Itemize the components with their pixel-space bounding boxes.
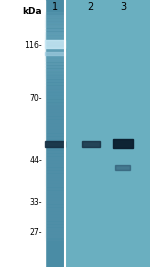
Bar (45, 103, 65, 107)
Bar (45, 151, 65, 155)
Bar (65, 0, 150, 267)
Bar (45, 114, 65, 118)
Bar (45, 46, 65, 50)
Text: kDa: kDa (22, 7, 42, 16)
Bar (0, 0, 45, 267)
Bar (45, 182, 65, 186)
Bar (45, 205, 65, 209)
Bar (45, 88, 65, 93)
Bar (45, 49, 65, 53)
Bar (45, 40, 65, 48)
Bar (45, 230, 65, 235)
Bar (45, 227, 65, 232)
Bar (45, 176, 65, 181)
Bar (113, 139, 133, 148)
Bar (45, 139, 65, 144)
Bar (45, 210, 65, 215)
Bar (45, 74, 65, 78)
Text: 116-: 116- (24, 41, 42, 50)
Bar (45, 40, 65, 44)
Bar (45, 159, 65, 164)
Bar (45, 168, 65, 172)
Bar (45, 69, 65, 73)
Bar (45, 140, 65, 147)
Bar (115, 165, 130, 170)
Bar (45, 174, 65, 178)
Bar (45, 80, 65, 84)
Bar (45, 128, 65, 132)
Text: 44-: 44- (29, 156, 42, 165)
Bar (45, 29, 65, 33)
Bar (45, 71, 65, 76)
Bar (45, 137, 65, 141)
Text: 1: 1 (52, 2, 58, 12)
Bar (45, 20, 65, 25)
Bar (45, 191, 65, 195)
Text: 3: 3 (120, 2, 126, 12)
Bar (45, 171, 65, 175)
Bar (45, 236, 65, 240)
Bar (45, 208, 65, 212)
Bar (45, 17, 65, 22)
Bar (45, 37, 65, 42)
Bar (45, 225, 65, 229)
Bar (45, 94, 65, 98)
Bar (45, 165, 65, 169)
Bar (45, 120, 65, 124)
Bar (45, 108, 65, 113)
Bar (45, 222, 65, 226)
Bar (45, 91, 65, 96)
Bar (45, 125, 65, 129)
Bar (45, 134, 65, 138)
Bar (45, 32, 65, 36)
Text: 70-: 70- (30, 94, 42, 103)
Bar (45, 23, 65, 28)
Bar (45, 117, 65, 121)
Bar (45, 199, 65, 203)
Bar (45, 100, 65, 104)
Bar (45, 60, 65, 64)
Bar (45, 66, 65, 70)
Bar (45, 12, 65, 16)
Bar (45, 194, 65, 198)
Bar (45, 34, 65, 39)
Bar (45, 219, 65, 223)
Bar (45, 196, 65, 201)
Bar (45, 111, 65, 115)
Bar (45, 154, 65, 158)
Bar (45, 97, 65, 101)
Bar (45, 216, 65, 221)
Bar (45, 77, 65, 81)
Bar (45, 123, 65, 127)
Bar (45, 202, 65, 206)
Bar (45, 0, 65, 267)
Bar (45, 162, 65, 167)
Text: 27-: 27- (30, 228, 42, 237)
Bar (45, 43, 65, 47)
Bar (45, 142, 65, 147)
Bar (45, 131, 65, 135)
Bar (45, 26, 65, 30)
Bar (45, 156, 65, 161)
Bar (82, 141, 100, 147)
Text: 33-: 33- (30, 198, 42, 207)
Bar (45, 85, 65, 90)
Bar (45, 15, 65, 19)
Bar (45, 145, 65, 150)
Bar (45, 185, 65, 189)
Bar (45, 105, 65, 110)
Bar (45, 63, 65, 67)
Bar (45, 213, 65, 218)
Bar (45, 52, 65, 55)
Bar (45, 148, 65, 152)
Bar (45, 54, 65, 58)
Bar (45, 57, 65, 61)
Bar (45, 233, 65, 237)
Bar (45, 52, 65, 56)
Bar (45, 179, 65, 183)
Text: 2: 2 (88, 2, 94, 12)
Bar (45, 83, 65, 87)
Bar (45, 188, 65, 192)
